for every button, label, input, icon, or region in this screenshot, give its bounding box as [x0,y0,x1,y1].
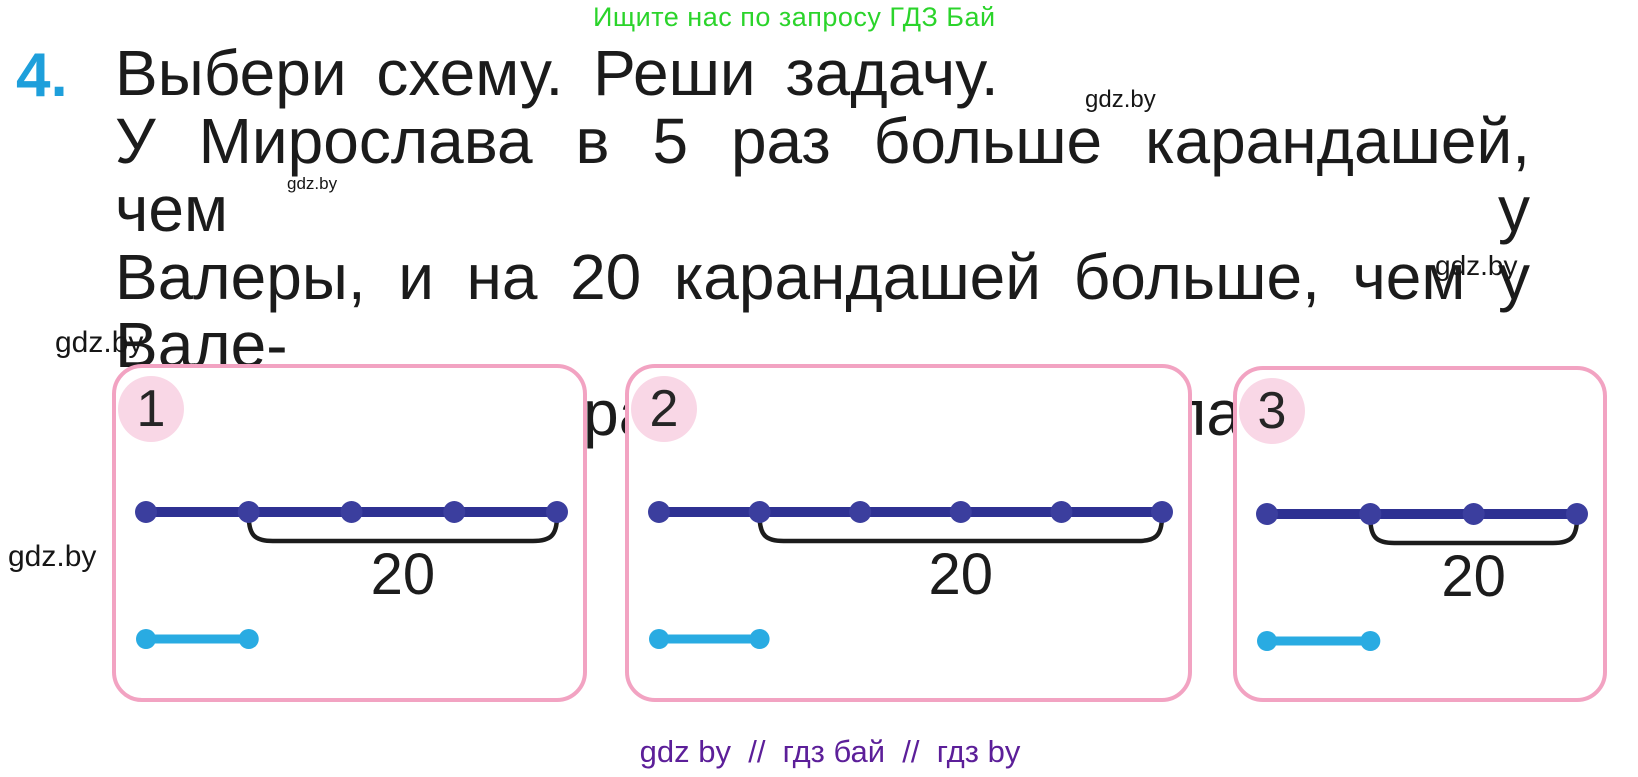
watermark-gdz: gdz.by [287,174,338,193]
footer-text: gdz by // гдз бай // гдз by [639,734,1021,769]
watermark-gdz: gdz.by [55,326,144,359]
scheme-option-2[interactable]: 20 2 [625,364,1192,702]
scheme-diagram-1: 20 [135,501,568,649]
watermark-gdz: gdz.by [8,540,97,573]
problem-number: 4. [16,41,68,110]
svg-text:20: 20 [371,542,436,607]
promo-text: Ищите нас по запросу ГДЗ Бай [593,2,996,32]
problem-line-2: У Мирослава в 5 раз больше карандашей, ч… [115,105,1530,245]
svg-text:20: 20 [1441,544,1506,609]
scheme-option-1[interactable]: 20 1 [112,364,587,702]
scheme-option-3[interactable]: 20 3 [1233,366,1607,702]
watermark-gdz: gdz.by [1435,250,1518,281]
scheme-diagram-2: 20 [648,501,1173,649]
svg-text:20: 20 [929,542,994,607]
problem-line-1: Выбери схему. Реши задачу. [115,37,999,109]
scheme-number-badge: 2 [631,376,697,442]
scheme-number-badge: 3 [1239,378,1305,444]
scheme-diagram-3: 20 [1256,503,1588,651]
problem-line-3: Валеры, и на 20 карандашей больше, чем у… [115,241,1530,381]
watermark-gdz: gdz.by [1085,86,1156,113]
scheme-number-badge: 1 [118,376,184,442]
